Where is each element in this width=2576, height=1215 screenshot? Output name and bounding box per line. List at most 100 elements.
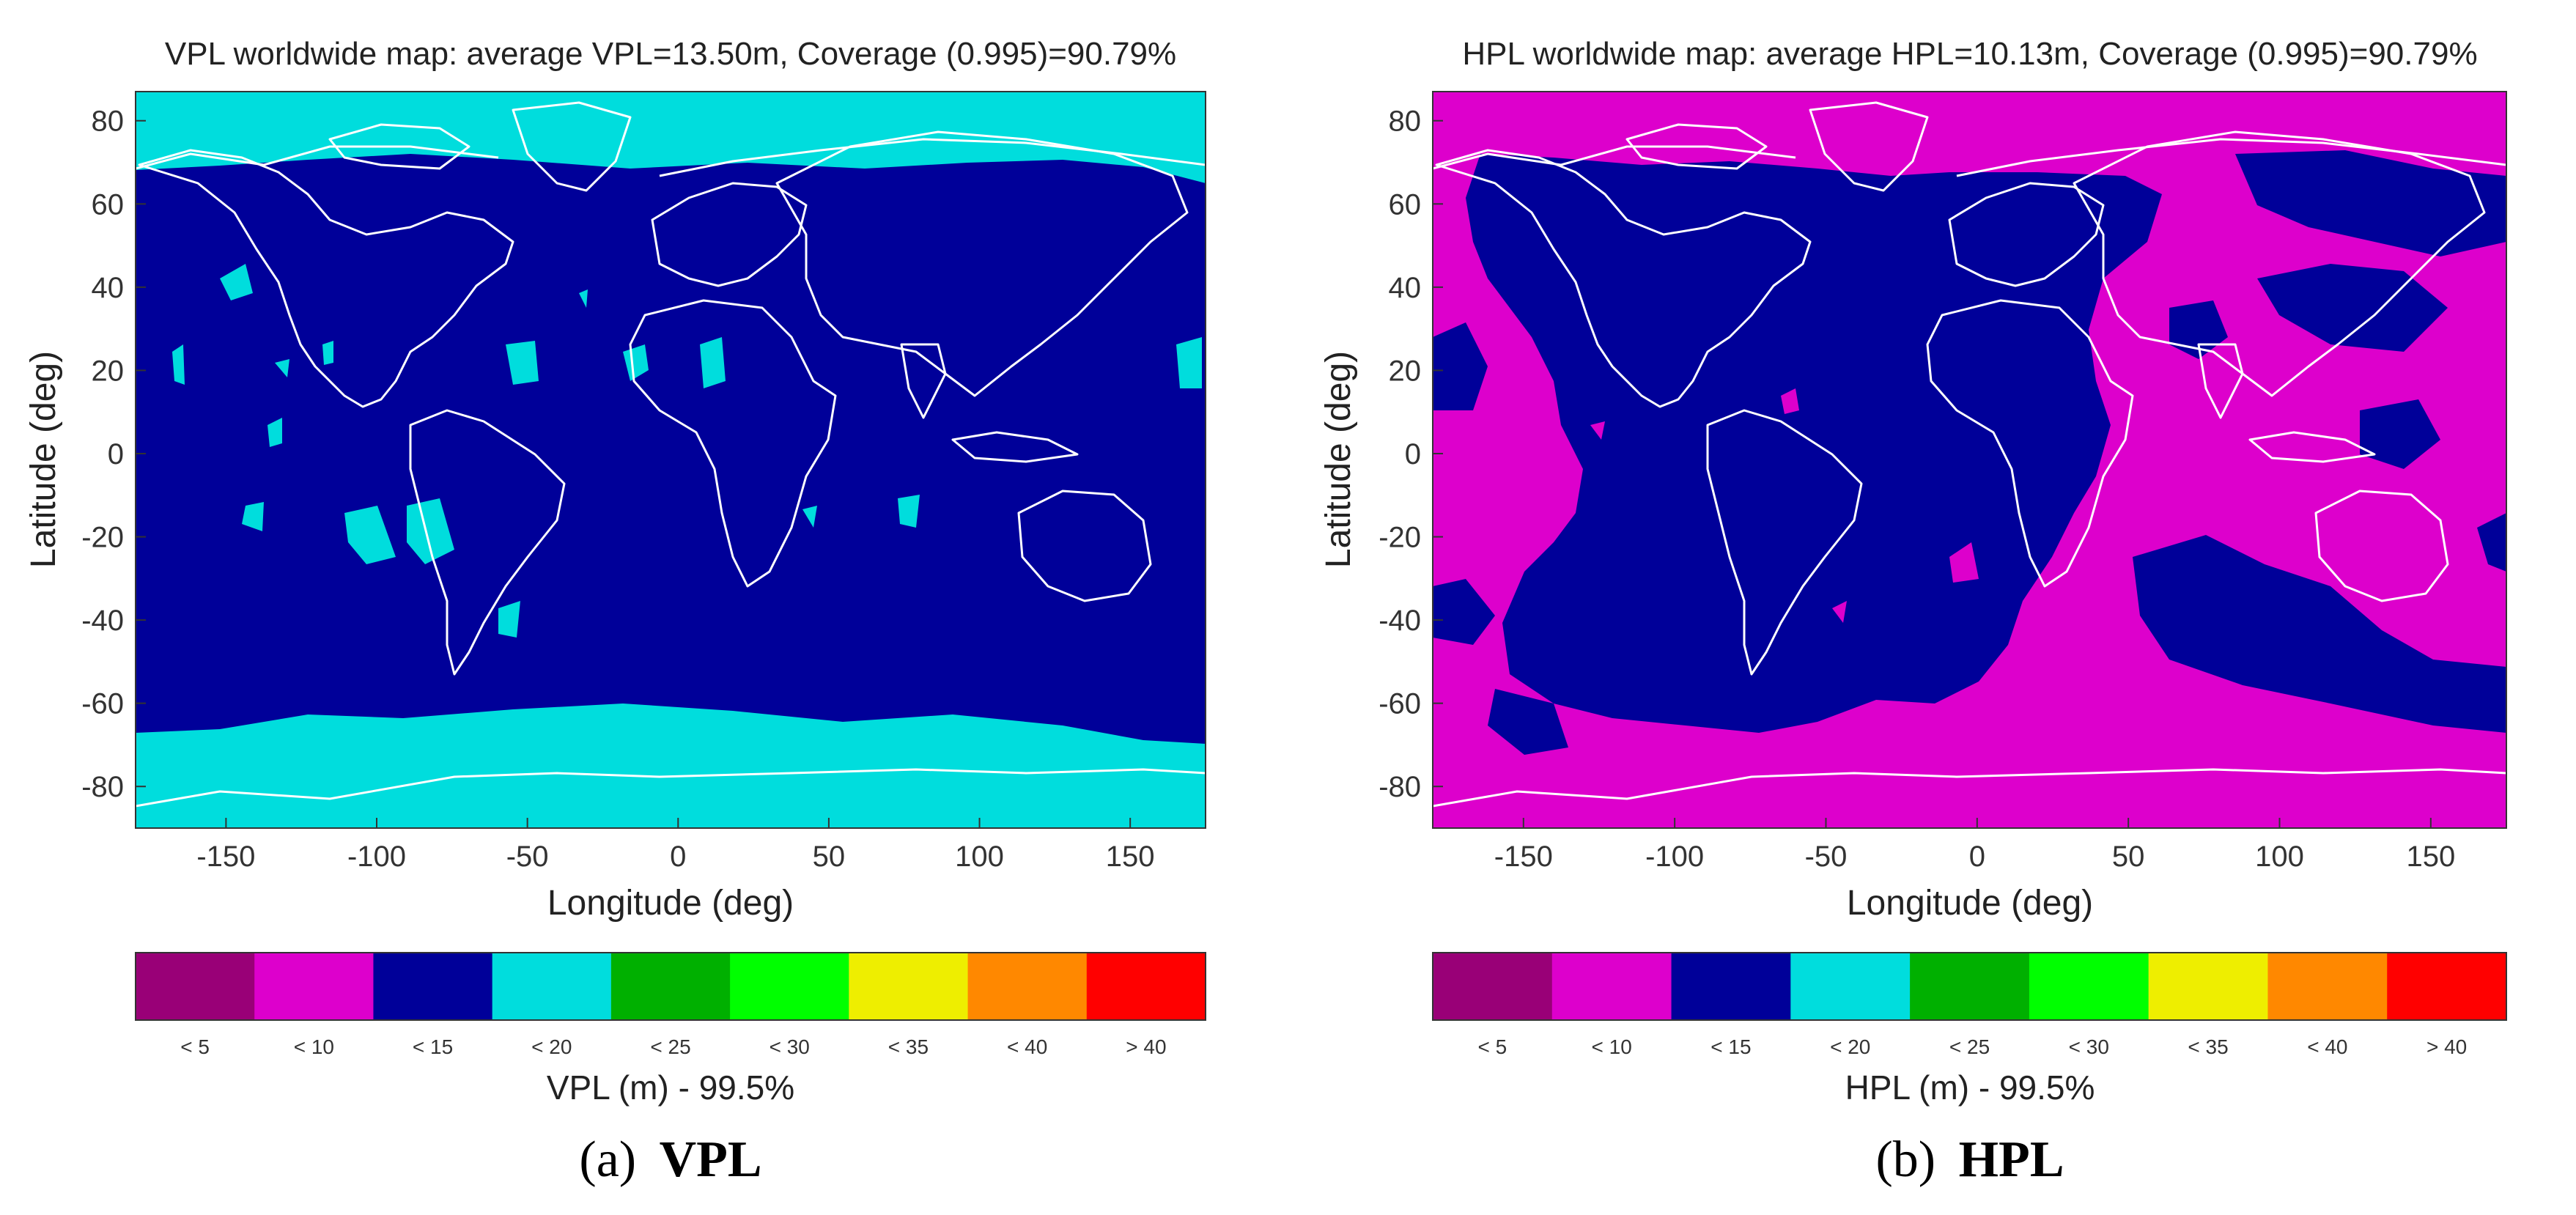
- colorbar-swatch: [1790, 953, 1911, 1020]
- x-axis-ticks: -150 -100 -50 0 50 100 150: [196, 818, 1155, 873]
- x-tick-label: -100: [1645, 841, 1704, 873]
- colorbar-swatch: [967, 953, 1088, 1020]
- panel-vpl: VPL worldwide map: average VPL=13.50m, C…: [24, 36, 1206, 1188]
- y-tick-label: 40: [92, 272, 125, 304]
- y-tick-label: 60: [1389, 188, 1422, 221]
- scattered-patches: [172, 264, 1202, 638]
- colorbar-swatch: [2029, 953, 2149, 1020]
- colorbar-swatch: [2267, 953, 2388, 1020]
- coastlines: [1433, 101, 2506, 808]
- colorbar-swatch: [492, 953, 612, 1020]
- x-tick-label: 100: [2255, 841, 2304, 873]
- colorbar-tick-label: < 40: [2307, 1035, 2347, 1058]
- colorbar-tick-label: < 40: [1007, 1035, 1047, 1058]
- y-tick-label: -80: [81, 771, 124, 803]
- colorbar-swatch: [849, 953, 969, 1020]
- colorbar-tick-label: < 25: [650, 1035, 690, 1058]
- y-tick-label: -20: [1379, 522, 1421, 554]
- map-area: [136, 92, 1206, 828]
- caption-text: HPL: [1959, 1131, 2064, 1188]
- colorbar-tick-label: < 35: [2188, 1035, 2228, 1058]
- colorbar-swatch: [1551, 953, 1672, 1020]
- y-tick-label: -80: [1379, 771, 1421, 803]
- colorbar-swatch: [1671, 953, 1791, 1020]
- colorbar-label: VPL (m) - 99.5%: [547, 1068, 794, 1107]
- y-tick-label: -40: [1379, 605, 1421, 637]
- x-tick-label: -50: [506, 841, 549, 873]
- colorbar-tick-label: < 10: [294, 1035, 334, 1058]
- y-tick-label: 40: [1389, 272, 1422, 304]
- colorbar: < 5 < 10 < 15 < 20 < 25 < 30 < 35 < 40 > 40: [135, 952, 1206, 1058]
- colorbar-tick-label: < 30: [2069, 1035, 2109, 1058]
- colorbar-tick-label: < 15: [1710, 1035, 1751, 1058]
- colorbar-swatch: [610, 953, 731, 1020]
- y-axis-ticks: 80 60 40 20 0 -20 -40 -60 -80: [1379, 106, 1443, 803]
- y-tick-label: 20: [92, 355, 125, 387]
- x-tick-label: -50: [1805, 841, 1848, 873]
- map-title: HPL worldwide map: average HPL=10.13m, C…: [1462, 36, 2477, 72]
- antarctic-band: [136, 703, 1206, 828]
- colorbar-tick-label: < 25: [1949, 1035, 1990, 1058]
- map-title: VPL worldwide map: average VPL=13.50m, C…: [165, 36, 1176, 72]
- colorbar-label: HPL (m) - 99.5%: [1845, 1068, 2095, 1107]
- panel-caption: (a) VPL: [579, 1131, 761, 1188]
- pacific-patches: [1433, 150, 2506, 755]
- x-tick-label: 50: [2112, 841, 2145, 873]
- colorbar-swatch: [2148, 953, 2268, 1020]
- colorbar-tick-label: < 20: [531, 1035, 572, 1058]
- y-tick-label: 0: [108, 438, 124, 470]
- colorbar-frame: [1432, 952, 2507, 1021]
- y-tick-label: -20: [81, 522, 124, 554]
- y-tick-label: -60: [81, 688, 124, 720]
- colorbar-tick-label: < 20: [1830, 1035, 1870, 1058]
- x-axis-label: Longitude (deg): [547, 884, 794, 923]
- x-tick-label: 50: [813, 841, 846, 873]
- colorbar-swatch: [1910, 953, 2030, 1020]
- colorbar: < 5 < 10 < 15 < 20 < 25 < 30 < 35 < 40 > 40: [1432, 952, 2507, 1058]
- arctic-band: [136, 92, 1206, 183]
- panel-caption: (b) HPL: [1875, 1131, 2064, 1188]
- colorbar-swatch: [2387, 953, 2507, 1020]
- colorbar-tick-label: > 40: [2426, 1035, 2467, 1058]
- map-frame: [135, 91, 1206, 829]
- y-tick-label: -40: [81, 605, 124, 637]
- colorbar-tick-label: < 5: [1478, 1035, 1507, 1058]
- y-tick-label: 60: [92, 188, 125, 221]
- colorbar-tick-label: > 40: [1126, 1035, 1166, 1058]
- x-tick-label: 150: [2406, 841, 2455, 873]
- colorbar-swatch: [254, 953, 374, 1020]
- colorbar-swatch: [1086, 953, 1206, 1020]
- panel-hpl: HPL worldwide map: average HPL=10.13m, C…: [1319, 36, 2507, 1188]
- y-tick-label: -60: [1379, 688, 1421, 720]
- x-tick-label: -150: [1494, 841, 1553, 873]
- colorbar-tick-label: < 5: [180, 1035, 210, 1058]
- y-axis-label: Latitude (deg): [24, 351, 63, 568]
- caption-letter: (b): [1875, 1131, 1935, 1188]
- caption-text: VPL: [660, 1131, 762, 1188]
- colorbar-swatch: [1433, 953, 1553, 1020]
- y-axis-label: Latitude (deg): [1319, 351, 1358, 568]
- x-tick-label: 100: [955, 841, 1004, 873]
- colorbar-tick-label: < 15: [413, 1035, 453, 1058]
- y-tick-label: 80: [92, 106, 125, 138]
- colorbar-swatch: [373, 953, 493, 1020]
- map-frame: [1432, 91, 2507, 829]
- colorbar-swatch: [730, 953, 849, 1020]
- x-tick-label: 0: [670, 841, 686, 873]
- magenta-specks: [1590, 388, 1979, 623]
- x-axis-label: Longitude (deg): [1847, 884, 2093, 923]
- colorbar-frame: [135, 952, 1206, 1021]
- y-tick-label: 0: [1405, 438, 1421, 470]
- x-tick-label: 150: [1106, 841, 1155, 873]
- x-tick-label: -100: [347, 841, 406, 873]
- x-tick-label: 0: [1969, 841, 1985, 873]
- colorbar-tick-label: < 35: [888, 1035, 929, 1058]
- x-axis-ticks: -150 -100 -50 0 50 100 150: [1494, 818, 2455, 873]
- y-tick-label: 80: [1389, 106, 1422, 138]
- map-background: [136, 92, 1206, 828]
- y-tick-label: 20: [1389, 355, 1422, 387]
- coastlines: [136, 101, 1206, 808]
- caption-letter: (a): [579, 1131, 636, 1188]
- colorbar-tick-label: < 30: [770, 1035, 810, 1058]
